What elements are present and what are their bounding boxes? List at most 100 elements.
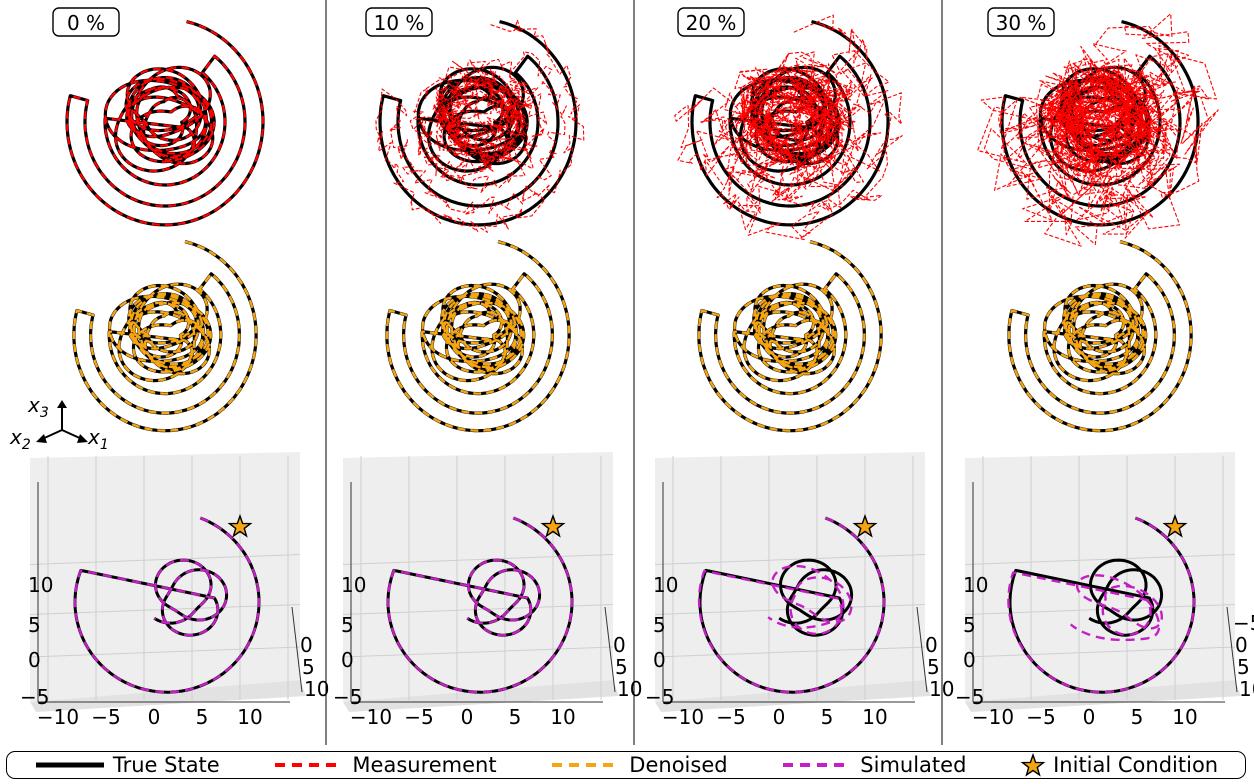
x1-tick-label: 5 (509, 705, 522, 729)
x3-tick-label: −5 (333, 685, 362, 709)
legend-line-icon (275, 763, 344, 767)
x3-tick-label: 5 (963, 613, 976, 637)
legend-label: Initial Condition (1053, 753, 1219, 777)
x2-tick-label: 10 (617, 677, 642, 701)
x2-tick-label: −5 (1233, 611, 1254, 635)
noise-label-box (987, 7, 1055, 37)
denoised-line (1007, 240, 1193, 432)
x2-tick-label: 10 (1239, 677, 1254, 701)
x2-tick-label: 0 (925, 633, 938, 657)
arrow-head-icon (77, 434, 88, 443)
x1-tick-label: 0 (773, 705, 786, 729)
x1-tick-label: −5 (1026, 705, 1055, 729)
measurement-line (674, 14, 903, 241)
x3-tick-label: −5 (645, 685, 674, 709)
x2-tick-label: 10 (304, 677, 329, 701)
x1-tick-label: −5 (716, 705, 745, 729)
x1-tick-label: −10 (37, 705, 79, 729)
legend-line-icon (783, 763, 852, 767)
x1-tick-label: 0 (1083, 705, 1096, 729)
legend: True State Measurement Denoised Simulated In… (6, 751, 1246, 779)
arrow-head-icon (36, 434, 47, 443)
axes-floor (655, 680, 931, 712)
gridline (29, 554, 301, 565)
legend-item: Simulated (781, 753, 966, 777)
x1-tick-label: 10 (1172, 705, 1197, 729)
legend-label: Denoised (629, 753, 728, 777)
legend-label: Measurement (352, 753, 497, 777)
x3-tick-label: 0 (341, 648, 354, 672)
simulated-line (1007, 516, 1196, 694)
x2-tick-label: 0 (1235, 633, 1248, 657)
x2-indicator-label: x2 (9, 425, 31, 453)
x1-tick-label: −10 (972, 705, 1014, 729)
x3-tick-label: 10 (28, 573, 53, 597)
x2-tick-label: 0 (613, 633, 626, 657)
arrow-head-icon (57, 400, 67, 408)
legend-line-icon (552, 763, 621, 767)
x1-tick-label: 5 (821, 705, 834, 729)
x3-tick-label: 10 (341, 573, 366, 597)
x2-tick-label: 5 (302, 655, 315, 679)
x1-tick-label: 10 (237, 705, 262, 729)
measurement-line (375, 19, 585, 233)
gridline (342, 554, 614, 565)
x2-tick-label: 5 (927, 655, 940, 679)
axes-pane (30, 452, 300, 702)
x3-tick-label: 0 (28, 648, 41, 672)
x3-tick-label: 5 (653, 613, 666, 637)
gridline (964, 554, 1236, 565)
gridline (342, 646, 614, 658)
x1-tick-label: 0 (148, 705, 161, 729)
gridline (654, 646, 926, 658)
gridline (29, 646, 301, 658)
x3-tick-label: −5 (20, 685, 49, 709)
measurement-line (977, 13, 1219, 247)
x1-indicator-label: x1 (87, 425, 109, 453)
axes-pane (343, 452, 613, 702)
axes-indicator: x3 x2 x1 (9, 393, 109, 453)
x3-tick-label: 10 (653, 573, 678, 597)
x1-tick-label: −10 (350, 705, 392, 729)
x3-tick-label: 0 (653, 648, 666, 672)
noise-label-box (677, 7, 745, 37)
noise-label: 10 % (374, 11, 425, 35)
x3-tick-label: 5 (341, 613, 354, 637)
x2-tick-label: 5 (1237, 655, 1250, 679)
star-icon (1020, 753, 1046, 777)
initial-condition-star (1162, 513, 1188, 538)
noise-label: 30 % (996, 11, 1047, 35)
legend-item: True State (34, 753, 220, 777)
simulated-line (386, 516, 574, 694)
x2-tick-label: 10 (929, 677, 954, 701)
denoised-line (385, 240, 571, 432)
x1-tick-label: −5 (91, 705, 120, 729)
axes-pane (965, 452, 1235, 702)
x3-indicator-label: x3 (27, 393, 49, 421)
x2-tick-label: 5 (615, 655, 628, 679)
x3-tick-label: 5 (28, 613, 41, 637)
axes-pane (655, 452, 925, 702)
gridline (964, 646, 1236, 658)
initial-condition-star (227, 513, 253, 538)
noise-label-box (52, 7, 120, 37)
x3-tick-label: −5 (955, 685, 984, 709)
legend-line-icon (35, 762, 104, 768)
legend-item: Denoised (550, 753, 728, 777)
denoised-line (697, 240, 883, 432)
x1-tick-label: 0 (461, 705, 474, 729)
axes-floor (30, 680, 306, 712)
denoised-line (72, 240, 258, 432)
noise-label: 0 % (67, 11, 105, 35)
x2-axis-line (291, 606, 303, 693)
x1-tick-label: 10 (862, 705, 887, 729)
simulated-line (73, 516, 261, 694)
simulated-line (697, 516, 886, 694)
axes-floor (965, 680, 1241, 712)
legend-item: Initial Condition (1020, 753, 1218, 777)
legend-item: Measurement (273, 753, 497, 777)
